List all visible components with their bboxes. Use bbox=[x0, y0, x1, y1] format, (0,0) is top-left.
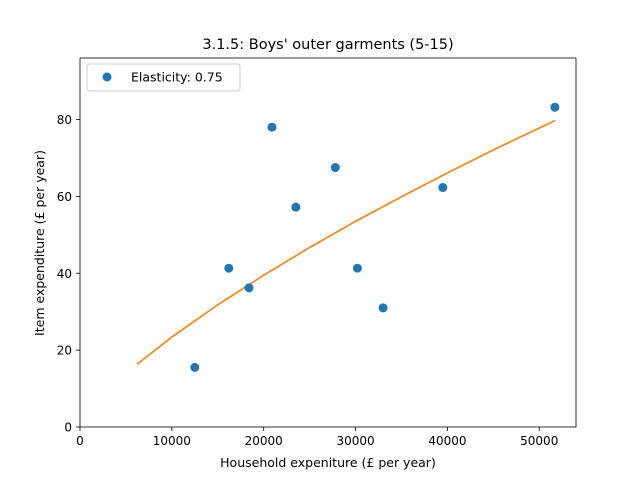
legend-marker bbox=[102, 72, 112, 82]
data-point bbox=[330, 163, 340, 173]
x-axis-ticks: 0 10000 20000 30000 40000 50000 bbox=[76, 427, 558, 448]
legend: Elasticity: 0.75 bbox=[86, 63, 241, 92]
x-tick-label: 30000 bbox=[336, 434, 374, 448]
x-tick-label: 40000 bbox=[428, 434, 466, 448]
y-tick-label: 80 bbox=[57, 113, 72, 127]
y-axis-ticks: 0 20 40 60 80 bbox=[57, 113, 80, 435]
x-axis-label: Household expeniture (£ per year) bbox=[220, 455, 436, 470]
data-point bbox=[550, 102, 560, 112]
data-point bbox=[438, 183, 448, 193]
data-point bbox=[267, 122, 277, 132]
data-point bbox=[378, 303, 388, 313]
plot-area bbox=[79, 57, 577, 428]
data-point bbox=[244, 283, 254, 293]
fitted-curve bbox=[136, 119, 556, 365]
y-axis-label: Item expenditure (£ per year) bbox=[32, 150, 47, 336]
legend-box bbox=[86, 63, 241, 92]
y-tick-label: 0 bbox=[64, 421, 72, 435]
data-point bbox=[190, 362, 200, 372]
data-point bbox=[352, 263, 362, 273]
y-tick-label: 20 bbox=[57, 344, 72, 358]
y-tick-label: 60 bbox=[57, 190, 72, 204]
y-tick-label: 40 bbox=[57, 267, 72, 281]
data-point bbox=[224, 263, 234, 273]
x-tick-label: 10000 bbox=[153, 434, 191, 448]
chart-title: 3.1.5: Boys' outer garments (5-15) bbox=[202, 37, 453, 53]
legend-label: Elasticity: 0.75 bbox=[131, 70, 223, 85]
x-tick-label: 50000 bbox=[520, 434, 558, 448]
x-tick-label: 0 bbox=[76, 434, 84, 448]
x-tick-label: 20000 bbox=[245, 434, 283, 448]
data-point bbox=[291, 202, 301, 212]
axes-frame bbox=[79, 57, 577, 428]
